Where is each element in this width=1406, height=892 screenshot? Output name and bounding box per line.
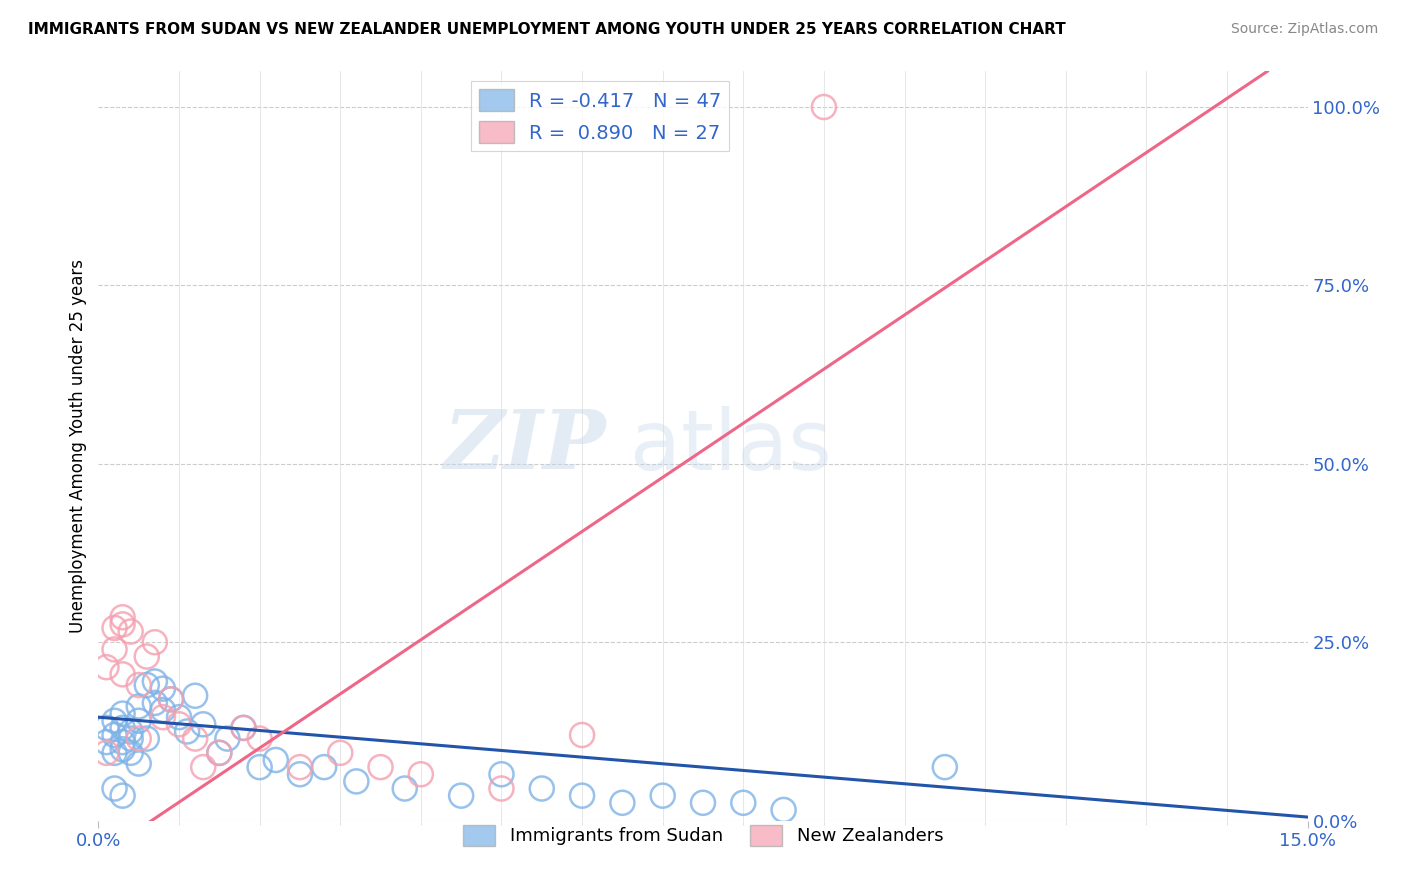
Point: [344, 774, 367, 789]
Text: Source: ZipAtlas.com: Source: ZipAtlas.com: [1230, 22, 1378, 37]
Point: [450, 789, 472, 803]
Point: [111, 721, 134, 735]
Point: [111, 735, 134, 749]
Point: [491, 781, 513, 796]
Point: [135, 678, 157, 692]
Point: [184, 731, 207, 746]
Y-axis label: Unemployment Among Youth under 25 years: Unemployment Among Youth under 25 years: [69, 259, 87, 633]
Point: [329, 746, 352, 760]
Point: [409, 767, 432, 781]
Point: [571, 728, 593, 742]
Point: [111, 789, 134, 803]
Point: [167, 717, 190, 731]
Point: [152, 703, 174, 717]
Point: [96, 721, 118, 735]
Point: [314, 760, 336, 774]
Point: [193, 760, 215, 774]
Point: [249, 760, 271, 774]
Point: [208, 746, 231, 760]
Point: [813, 100, 835, 114]
Point: [111, 706, 134, 721]
Point: [232, 721, 254, 735]
Point: [128, 714, 150, 728]
Point: [232, 721, 254, 735]
Point: [96, 746, 118, 760]
Point: [103, 746, 125, 760]
Point: [184, 689, 207, 703]
Point: [143, 696, 166, 710]
Point: [612, 796, 634, 810]
Point: [370, 760, 392, 774]
Point: [103, 781, 125, 796]
Point: [111, 742, 134, 756]
Point: [135, 649, 157, 664]
Point: [128, 699, 150, 714]
Point: [264, 753, 287, 767]
Point: [217, 731, 239, 746]
Point: [103, 714, 125, 728]
Point: [128, 756, 150, 771]
Point: [120, 731, 142, 746]
Legend: Immigrants from Sudan, New Zealanders: Immigrants from Sudan, New Zealanders: [456, 818, 950, 853]
Point: [96, 735, 118, 749]
Point: [143, 635, 166, 649]
Point: [571, 789, 593, 803]
Point: [394, 781, 416, 796]
Point: [249, 731, 271, 746]
Point: [288, 760, 311, 774]
Point: [167, 710, 190, 724]
Point: [152, 681, 174, 696]
Point: [160, 692, 183, 706]
Point: [288, 767, 311, 781]
Point: [176, 724, 198, 739]
Point: [128, 678, 150, 692]
Point: [111, 617, 134, 632]
Point: [120, 624, 142, 639]
Point: [491, 767, 513, 781]
Text: atlas: atlas: [630, 406, 832, 486]
Point: [96, 660, 118, 674]
Point: [111, 667, 134, 681]
Point: [692, 796, 714, 810]
Point: [103, 728, 125, 742]
Point: [128, 731, 150, 746]
Text: ZIP: ZIP: [444, 406, 606, 486]
Point: [772, 803, 794, 817]
Point: [160, 692, 183, 706]
Point: [651, 789, 673, 803]
Point: [120, 724, 142, 739]
Point: [120, 746, 142, 760]
Point: [111, 610, 134, 624]
Point: [208, 746, 231, 760]
Text: IMMIGRANTS FROM SUDAN VS NEW ZEALANDER UNEMPLOYMENT AMONG YOUTH UNDER 25 YEARS C: IMMIGRANTS FROM SUDAN VS NEW ZEALANDER U…: [28, 22, 1066, 37]
Point: [530, 781, 553, 796]
Point: [152, 710, 174, 724]
Point: [733, 796, 755, 810]
Point: [934, 760, 956, 774]
Point: [143, 674, 166, 689]
Point: [135, 731, 157, 746]
Point: [103, 642, 125, 657]
Point: [193, 717, 215, 731]
Point: [103, 621, 125, 635]
